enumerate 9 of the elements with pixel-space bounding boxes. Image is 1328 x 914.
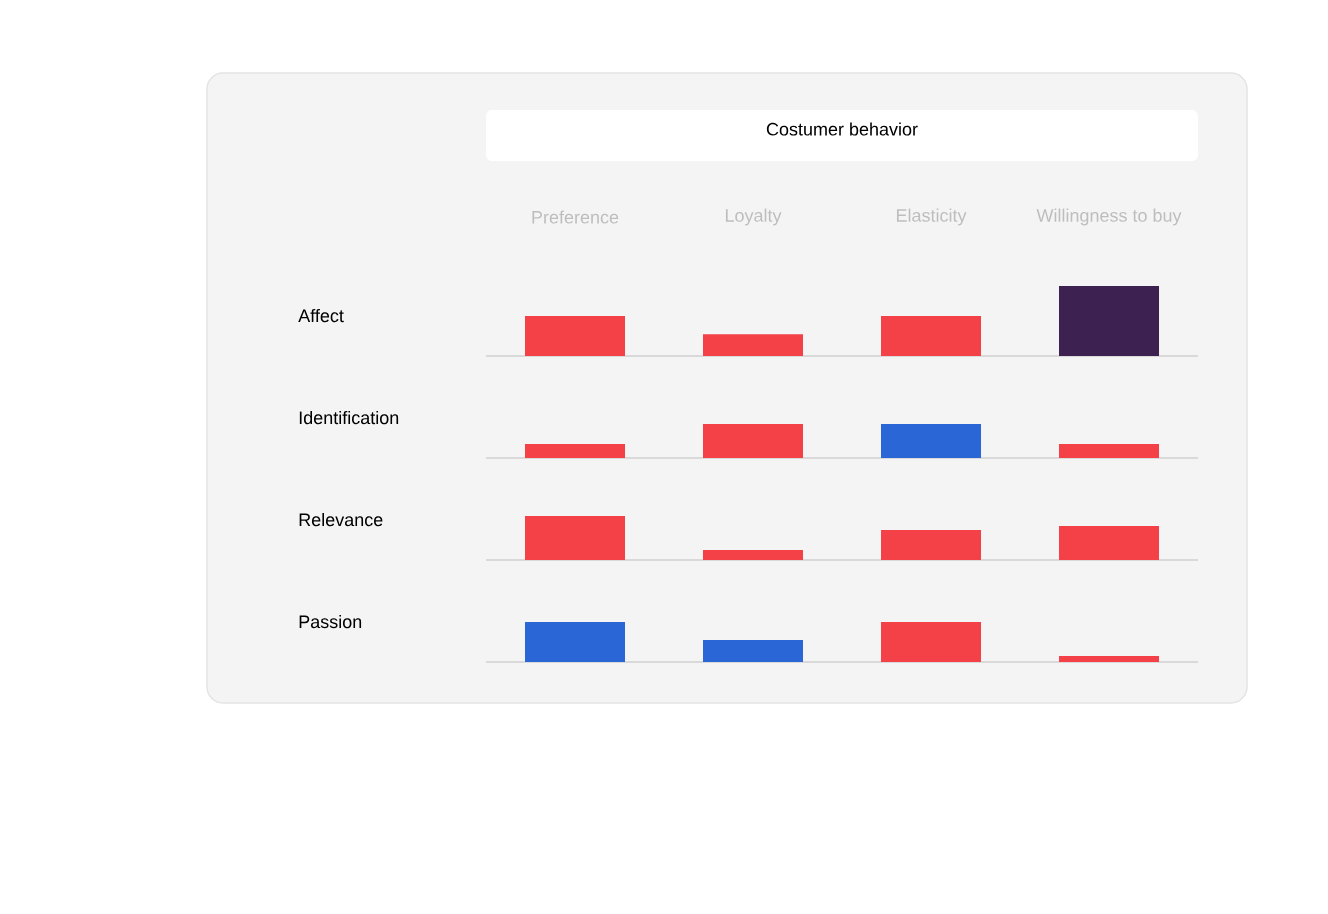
bar <box>703 549 804 560</box>
bar <box>881 530 982 560</box>
y-axis-title: Affect <box>298 308 344 323</box>
bar <box>1059 526 1160 560</box>
y-axis-title: Passion <box>299 614 362 629</box>
y-axis-title: Relevance <box>299 512 383 527</box>
y-axis-title: Identification <box>299 410 399 425</box>
bar <box>525 516 626 560</box>
chart-title: Costumer behavior <box>766 122 918 136</box>
